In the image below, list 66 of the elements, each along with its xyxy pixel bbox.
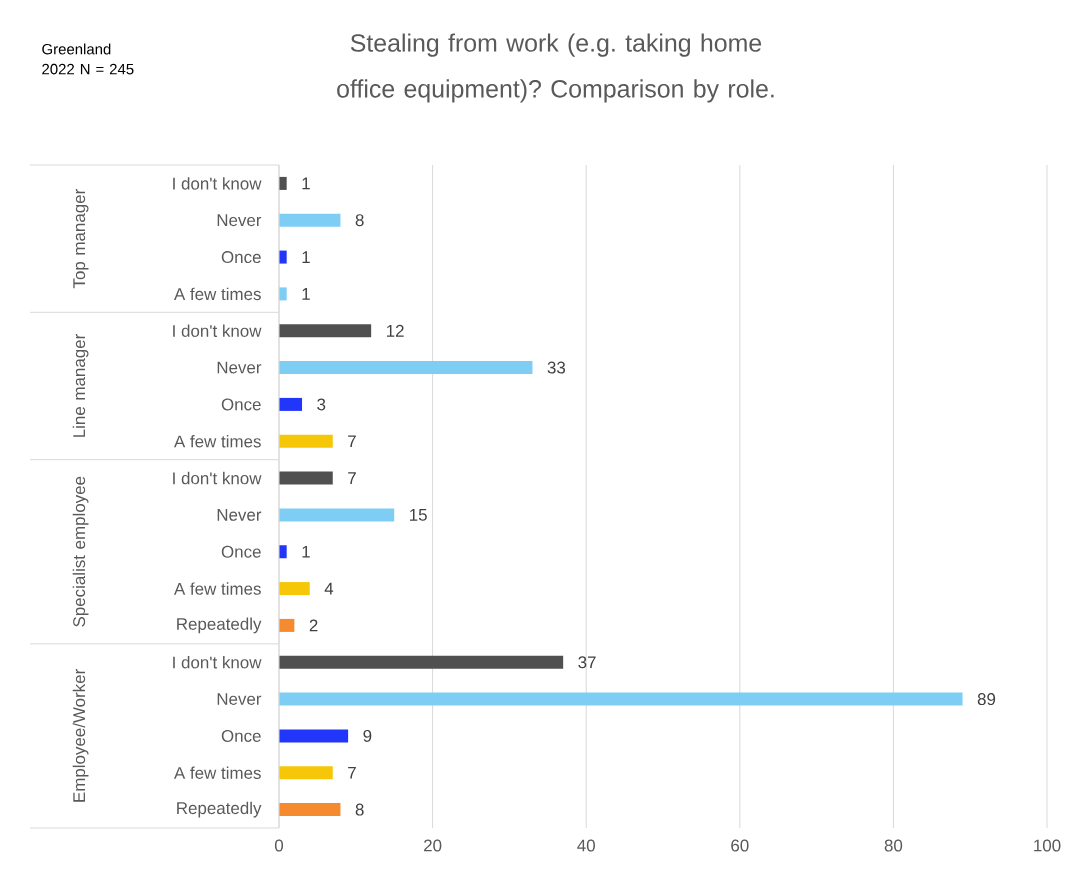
x-tick-label: 80: [884, 839, 903, 852]
bar: [279, 766, 333, 780]
x-tick-label: 40: [577, 839, 595, 852]
bar: [279, 692, 963, 706]
data-label: 7: [348, 472, 356, 484]
data-label: 3: [317, 398, 326, 411]
bar: [279, 803, 341, 817]
bar: [279, 287, 287, 301]
data-label: 2: [309, 619, 318, 632]
data-label: 12: [386, 324, 404, 337]
y-tick-label: A few times: [173, 582, 261, 595]
y-tick-label: Once: [221, 729, 261, 742]
x-tick-label: 100: [1034, 839, 1061, 852]
y-tick-label: I don't know: [173, 471, 262, 485]
data-label: 33: [547, 361, 566, 374]
chart-title: Stealing from work (e.g. taking home office equipment)? Comparison by role.: [337, 33, 774, 103]
text: Greenland 2022 N = 245: [42, 43, 134, 75]
text: Employee/Worker: [72, 669, 89, 802]
data-label: 89: [977, 693, 996, 706]
y-tick-label: Repeatedly: [177, 617, 262, 634]
y-tick-label: Never: [217, 361, 262, 374]
data-label: 8: [355, 803, 364, 816]
bar: [279, 582, 310, 596]
bar: [279, 176, 287, 190]
y-tick-label: Once: [221, 251, 261, 264]
y-tick-label: I don't know: [173, 324, 262, 337]
bar: [279, 618, 295, 632]
text: Top manager: [73, 189, 89, 289]
y-tick-label: A few times: [173, 766, 261, 779]
data-label: 7: [348, 766, 356, 779]
bar: [279, 729, 349, 743]
bar: [279, 361, 533, 375]
data-label: 4: [324, 582, 334, 595]
bar: [279, 324, 372, 338]
y-tick-label: A few times: [173, 287, 261, 301]
data-label: 8: [355, 214, 364, 227]
y-tick-label: A few times: [173, 435, 261, 448]
y-tick-label: Never: [217, 509, 262, 521]
text: Line manager: [72, 334, 89, 437]
y-tick-label: Repeatedly: [177, 801, 262, 818]
data-label: 37: [578, 656, 596, 669]
bar: [279, 471, 333, 485]
x-tick-label: 60: [731, 839, 749, 852]
data-label: 9: [363, 729, 372, 742]
data-label: 1: [302, 177, 310, 190]
y-tick-label: Once: [221, 545, 261, 558]
bar: [279, 250, 287, 264]
data-label: 1: [302, 288, 310, 300]
data-label: 7: [348, 435, 356, 448]
data-label: 1: [302, 545, 310, 558]
text: Specialist employee: [72, 476, 89, 627]
y-tick-label: Never: [217, 214, 262, 227]
x-tick-label: 20: [424, 839, 442, 852]
y-tick-label: I don't know: [173, 656, 262, 669]
bar: [279, 213, 341, 227]
bar: [279, 545, 287, 559]
y-tick-label: Once: [221, 398, 261, 411]
x-tick-label: 0: [274, 839, 284, 852]
data-label: 15: [410, 509, 427, 521]
y-tick-label: I don't know: [173, 177, 262, 190]
bar: [279, 655, 564, 669]
y-tick-label: Never: [217, 693, 262, 705]
data-label: 1: [302, 251, 310, 263]
bar: [279, 508, 395, 522]
bar: [279, 397, 303, 411]
bar: [279, 434, 333, 448]
